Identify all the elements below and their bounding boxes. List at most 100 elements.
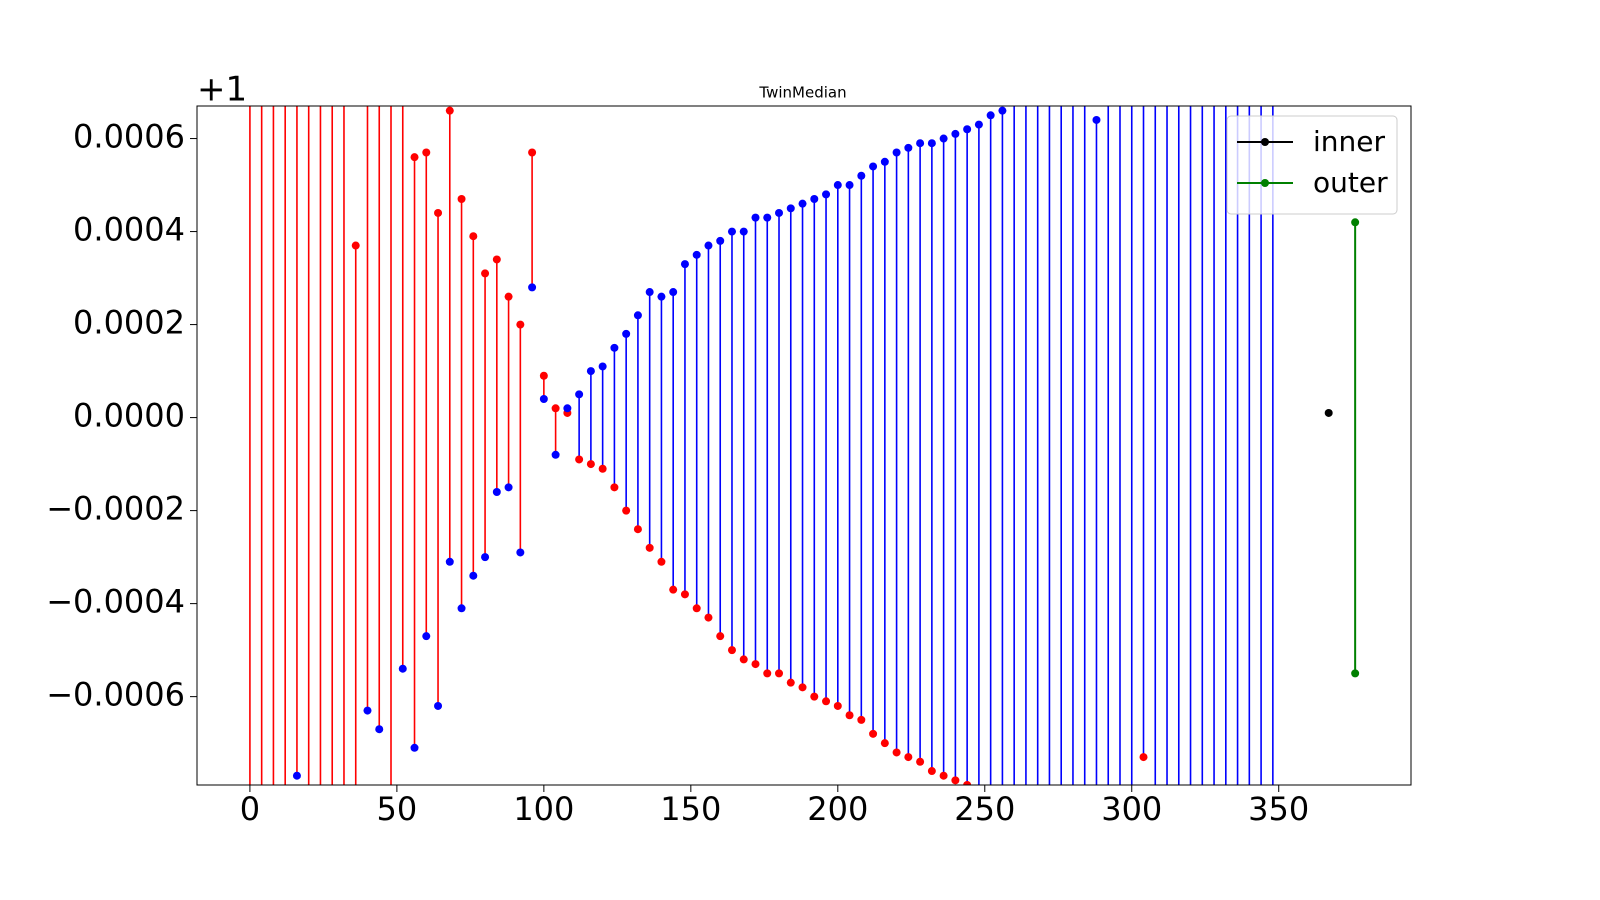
stem-marker	[657, 292, 666, 301]
stem-marker	[633, 311, 642, 320]
stem-marker	[375, 0, 383, 3]
stem-marker	[1081, 832, 1089, 840]
stem-marker	[669, 585, 678, 594]
stem-marker	[622, 506, 631, 515]
stem-marker	[269, 832, 277, 840]
stem-marker	[739, 227, 748, 236]
stem-marker	[492, 255, 501, 264]
y-tick-label: 0.0002	[73, 304, 185, 342]
stem-marker	[469, 571, 478, 580]
stem-marker	[1198, 832, 1206, 840]
stem-marker	[869, 729, 878, 738]
stem-marker	[751, 660, 760, 669]
stem-marker	[763, 669, 772, 678]
stem-marker	[328, 832, 336, 840]
stem-marker	[1175, 0, 1183, 3]
stem-marker	[422, 148, 431, 157]
stem-marker	[445, 106, 454, 115]
stem-marker	[880, 739, 889, 748]
stem-marker	[457, 195, 466, 204]
stem-marker	[974, 120, 983, 129]
stem-marker	[986, 111, 995, 120]
stem-marker	[1104, 832, 1112, 840]
stem-marker	[704, 241, 713, 250]
stem-marker	[1175, 832, 1183, 840]
stem-marker	[516, 320, 525, 329]
point-marker	[1351, 218, 1360, 227]
stem-marker	[833, 701, 842, 710]
y-tick-label: −0.0002	[46, 490, 185, 528]
stem-marker	[504, 292, 513, 301]
stem-marker	[1245, 0, 1253, 3]
stem-marker	[1139, 753, 1148, 762]
stem-marker	[351, 241, 360, 250]
stem-marker	[1210, 0, 1218, 3]
stem-marker	[692, 604, 701, 613]
x-tick-label: 200	[807, 790, 868, 828]
stem-marker	[751, 213, 760, 222]
y-tick-label: −0.0006	[46, 676, 185, 714]
point-marker	[1351, 669, 1360, 678]
stem-marker	[880, 157, 889, 166]
stem-marker	[528, 148, 537, 157]
stem-marker	[457, 604, 466, 613]
stem-marker	[292, 771, 301, 780]
stem-marker	[481, 269, 490, 278]
stem-marker	[281, 832, 289, 840]
stem-marker	[586, 367, 595, 376]
stem-marker	[387, 0, 395, 3]
stem-marker	[845, 181, 854, 190]
stem-marker	[845, 711, 854, 720]
stem-marker	[716, 236, 725, 245]
stem-marker	[1187, 0, 1195, 3]
stem-marker	[246, 832, 254, 840]
stem-marker	[998, 832, 1006, 840]
stem-marker	[387, 832, 395, 840]
stem-marker	[492, 488, 501, 497]
stem-marker	[927, 139, 936, 148]
stem-marker	[1045, 0, 1053, 3]
stem-marker	[434, 208, 443, 217]
stem-marker	[775, 208, 784, 217]
stem-marker	[763, 213, 772, 222]
stem-marker	[363, 0, 371, 3]
stem-marker	[598, 464, 607, 473]
y-tick-label: −0.0004	[46, 583, 185, 621]
stem-marker	[798, 683, 807, 692]
stem-marker	[398, 664, 407, 673]
stem-marker	[316, 832, 324, 840]
stem-marker	[539, 371, 548, 380]
stem-marker	[1222, 832, 1230, 840]
stem-marker	[1128, 0, 1136, 3]
stem-marker	[645, 543, 654, 552]
stem-marker	[633, 525, 642, 534]
stem-marker	[328, 0, 336, 3]
stem-marker	[1222, 0, 1230, 3]
stem-marker	[1234, 832, 1242, 840]
x-tick-label: 250	[954, 790, 1015, 828]
x-tick-label: 150	[660, 790, 721, 828]
axes-frame	[196, 105, 1412, 786]
y-tick-label: 0.0000	[73, 397, 185, 435]
stem-marker	[610, 343, 619, 352]
stem-marker	[1010, 832, 1018, 840]
stem-marker	[1269, 0, 1277, 3]
stem-marker	[1034, 0, 1042, 3]
stem-marker	[727, 227, 736, 236]
stem-marker	[904, 143, 913, 152]
stem-marker	[258, 832, 266, 840]
stem-marker	[822, 697, 831, 706]
stem-marker	[669, 288, 678, 297]
y-tick-label: 0.0004	[73, 211, 185, 249]
stem-marker	[375, 725, 384, 734]
stem-marker	[481, 553, 490, 562]
legend-marker	[1261, 138, 1269, 146]
stem-marker	[504, 483, 513, 492]
stem-marker	[857, 171, 866, 180]
x-tick-label: 0	[240, 790, 260, 828]
stem-marker	[422, 632, 431, 641]
stem-marker	[692, 250, 701, 259]
stem-marker	[1163, 0, 1171, 3]
stem-marker	[1128, 832, 1136, 840]
stem-marker	[1140, 0, 1148, 3]
